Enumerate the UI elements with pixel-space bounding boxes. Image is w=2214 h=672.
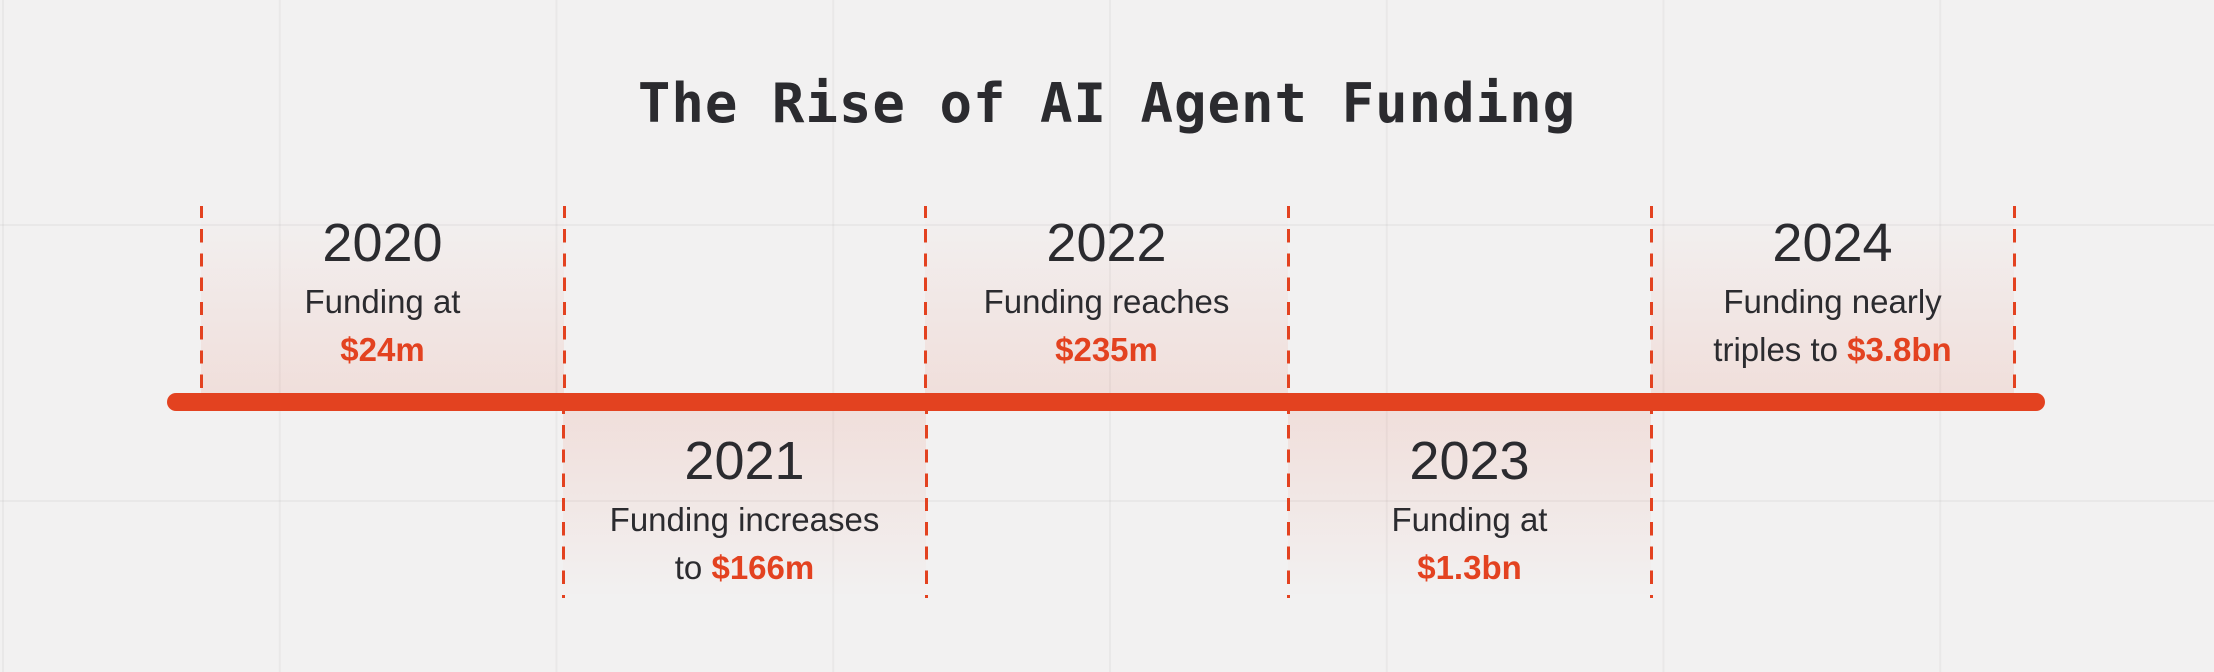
dashed-divider [925,402,928,598]
event-amount: $24m [340,331,425,368]
timeline-event-2021: 2021 Funding increases to $166m [562,402,928,598]
event-description-text: to [674,549,703,586]
timeline-event-2024: 2024 Funding nearly triples to $3.8bn [1650,206,2016,402]
event-year: 2023 [1409,431,1530,491]
event-amount: $235m [1055,331,1158,368]
event-description-text: Funding reaches [983,283,1230,320]
dashed-divider [563,206,566,402]
event-description: Funding nearly triples to $3.8bn [1651,278,2014,374]
event-description-text: Funding at [1391,501,1548,538]
timeline-event-2020: 2020 Funding at $24m [200,206,566,402]
dashed-divider [1650,206,1653,402]
event-year: 2022 [1046,213,1167,273]
event-description-text: Funding nearly [1723,283,1942,320]
dashed-divider [924,206,927,402]
event-year: 2020 [322,213,443,273]
event-year: 2021 [684,431,805,491]
dashed-divider [200,206,203,402]
dashed-divider [562,402,565,598]
event-amount: $166m [711,549,815,586]
timeline-axis [167,393,2045,411]
dashed-divider [1287,402,1290,598]
event-description: Funding at $24m [201,278,564,374]
dashed-divider [2013,206,2016,402]
event-description: Funding at $1.3bn [1288,496,1651,592]
timeline-event-2022: 2022 Funding reaches $235m [924,206,1290,402]
event-description: Funding reaches $235m [925,278,1288,374]
event-amount: $3.8bn [1847,331,1952,368]
event-description-text: Funding at [304,283,461,320]
diagram-title: The Rise of AI Agent Funding [637,72,1577,135]
event-description-text: Funding increases [609,501,880,538]
event-amount: $1.3bn [1417,549,1522,586]
dashed-divider [1287,206,1290,402]
dashed-divider [1650,402,1653,598]
event-description-text: triples to [1713,331,1838,368]
event-description: Funding increases to $166m [563,496,926,592]
timeline-event-2023: 2023 Funding at $1.3bn [1287,402,1653,598]
event-year: 2024 [1772,213,1893,273]
